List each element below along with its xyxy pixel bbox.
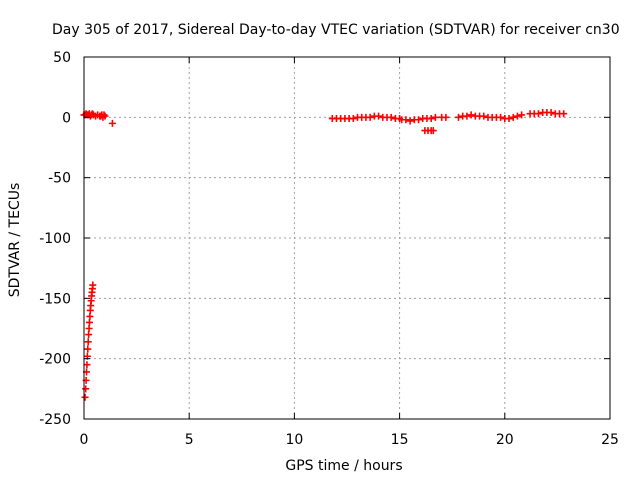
x-tick-label: 5 <box>185 432 194 448</box>
data-point <box>560 110 568 118</box>
data-point <box>85 331 93 339</box>
data-point <box>427 115 435 123</box>
data-point <box>375 112 383 120</box>
data-point <box>406 117 414 125</box>
data-point <box>505 115 513 123</box>
data-point <box>366 113 374 121</box>
y-tick-label: 50 <box>53 50 71 66</box>
x-tick-label: 25 <box>601 432 619 448</box>
plot-frame <box>83 56 611 420</box>
x-tick-label: 10 <box>285 432 303 448</box>
data-point <box>100 111 108 119</box>
x-tick-label: 0 <box>80 432 89 448</box>
x-axis-label: GPS time / hours <box>285 458 402 474</box>
data-point <box>85 318 93 326</box>
data-point <box>89 281 97 289</box>
data-point <box>101 112 109 120</box>
data-point <box>86 312 94 320</box>
y-axis-label: SDTVAR / TECUs <box>7 183 23 298</box>
chart-title: Day 305 of 2017, Sidereal Day-to-day VTE… <box>52 22 620 38</box>
data-point <box>431 113 439 121</box>
grid-lines <box>84 57 610 419</box>
data-point <box>429 127 437 135</box>
y-tick-label: -100 <box>39 231 71 247</box>
data-point <box>349 115 357 123</box>
data-point <box>534 110 542 118</box>
data-point <box>387 113 395 121</box>
data-point <box>467 111 475 119</box>
data-point <box>108 119 116 127</box>
y-tick-label: -250 <box>39 412 71 428</box>
data-point <box>415 116 423 124</box>
data-point <box>84 345 92 353</box>
y-tick-label: 0 <box>62 110 71 126</box>
data-point <box>455 113 463 121</box>
y-tick-label: -150 <box>39 291 71 307</box>
x-tick-label: 20 <box>496 432 514 448</box>
y-tick-label: -50 <box>48 171 71 187</box>
data-point <box>82 385 90 393</box>
data-points <box>80 109 568 401</box>
data-point <box>85 325 93 332</box>
data-point <box>463 112 471 120</box>
x-tick-label: 15 <box>391 432 409 448</box>
y-tick-label: -200 <box>39 352 71 368</box>
data-point <box>442 113 450 121</box>
data-point <box>518 111 526 119</box>
data-point <box>480 112 488 120</box>
data-point <box>509 113 517 121</box>
data-point <box>497 113 505 121</box>
data-point <box>402 116 410 124</box>
data-point <box>83 361 91 369</box>
data-point <box>513 112 521 120</box>
data-point <box>81 393 89 401</box>
data-point <box>547 109 555 117</box>
data-point <box>84 338 92 346</box>
axis-ticks: 0 5 10 15 20 25 -250 -200 -150 -100 -50 0 50 <box>39 50 619 448</box>
